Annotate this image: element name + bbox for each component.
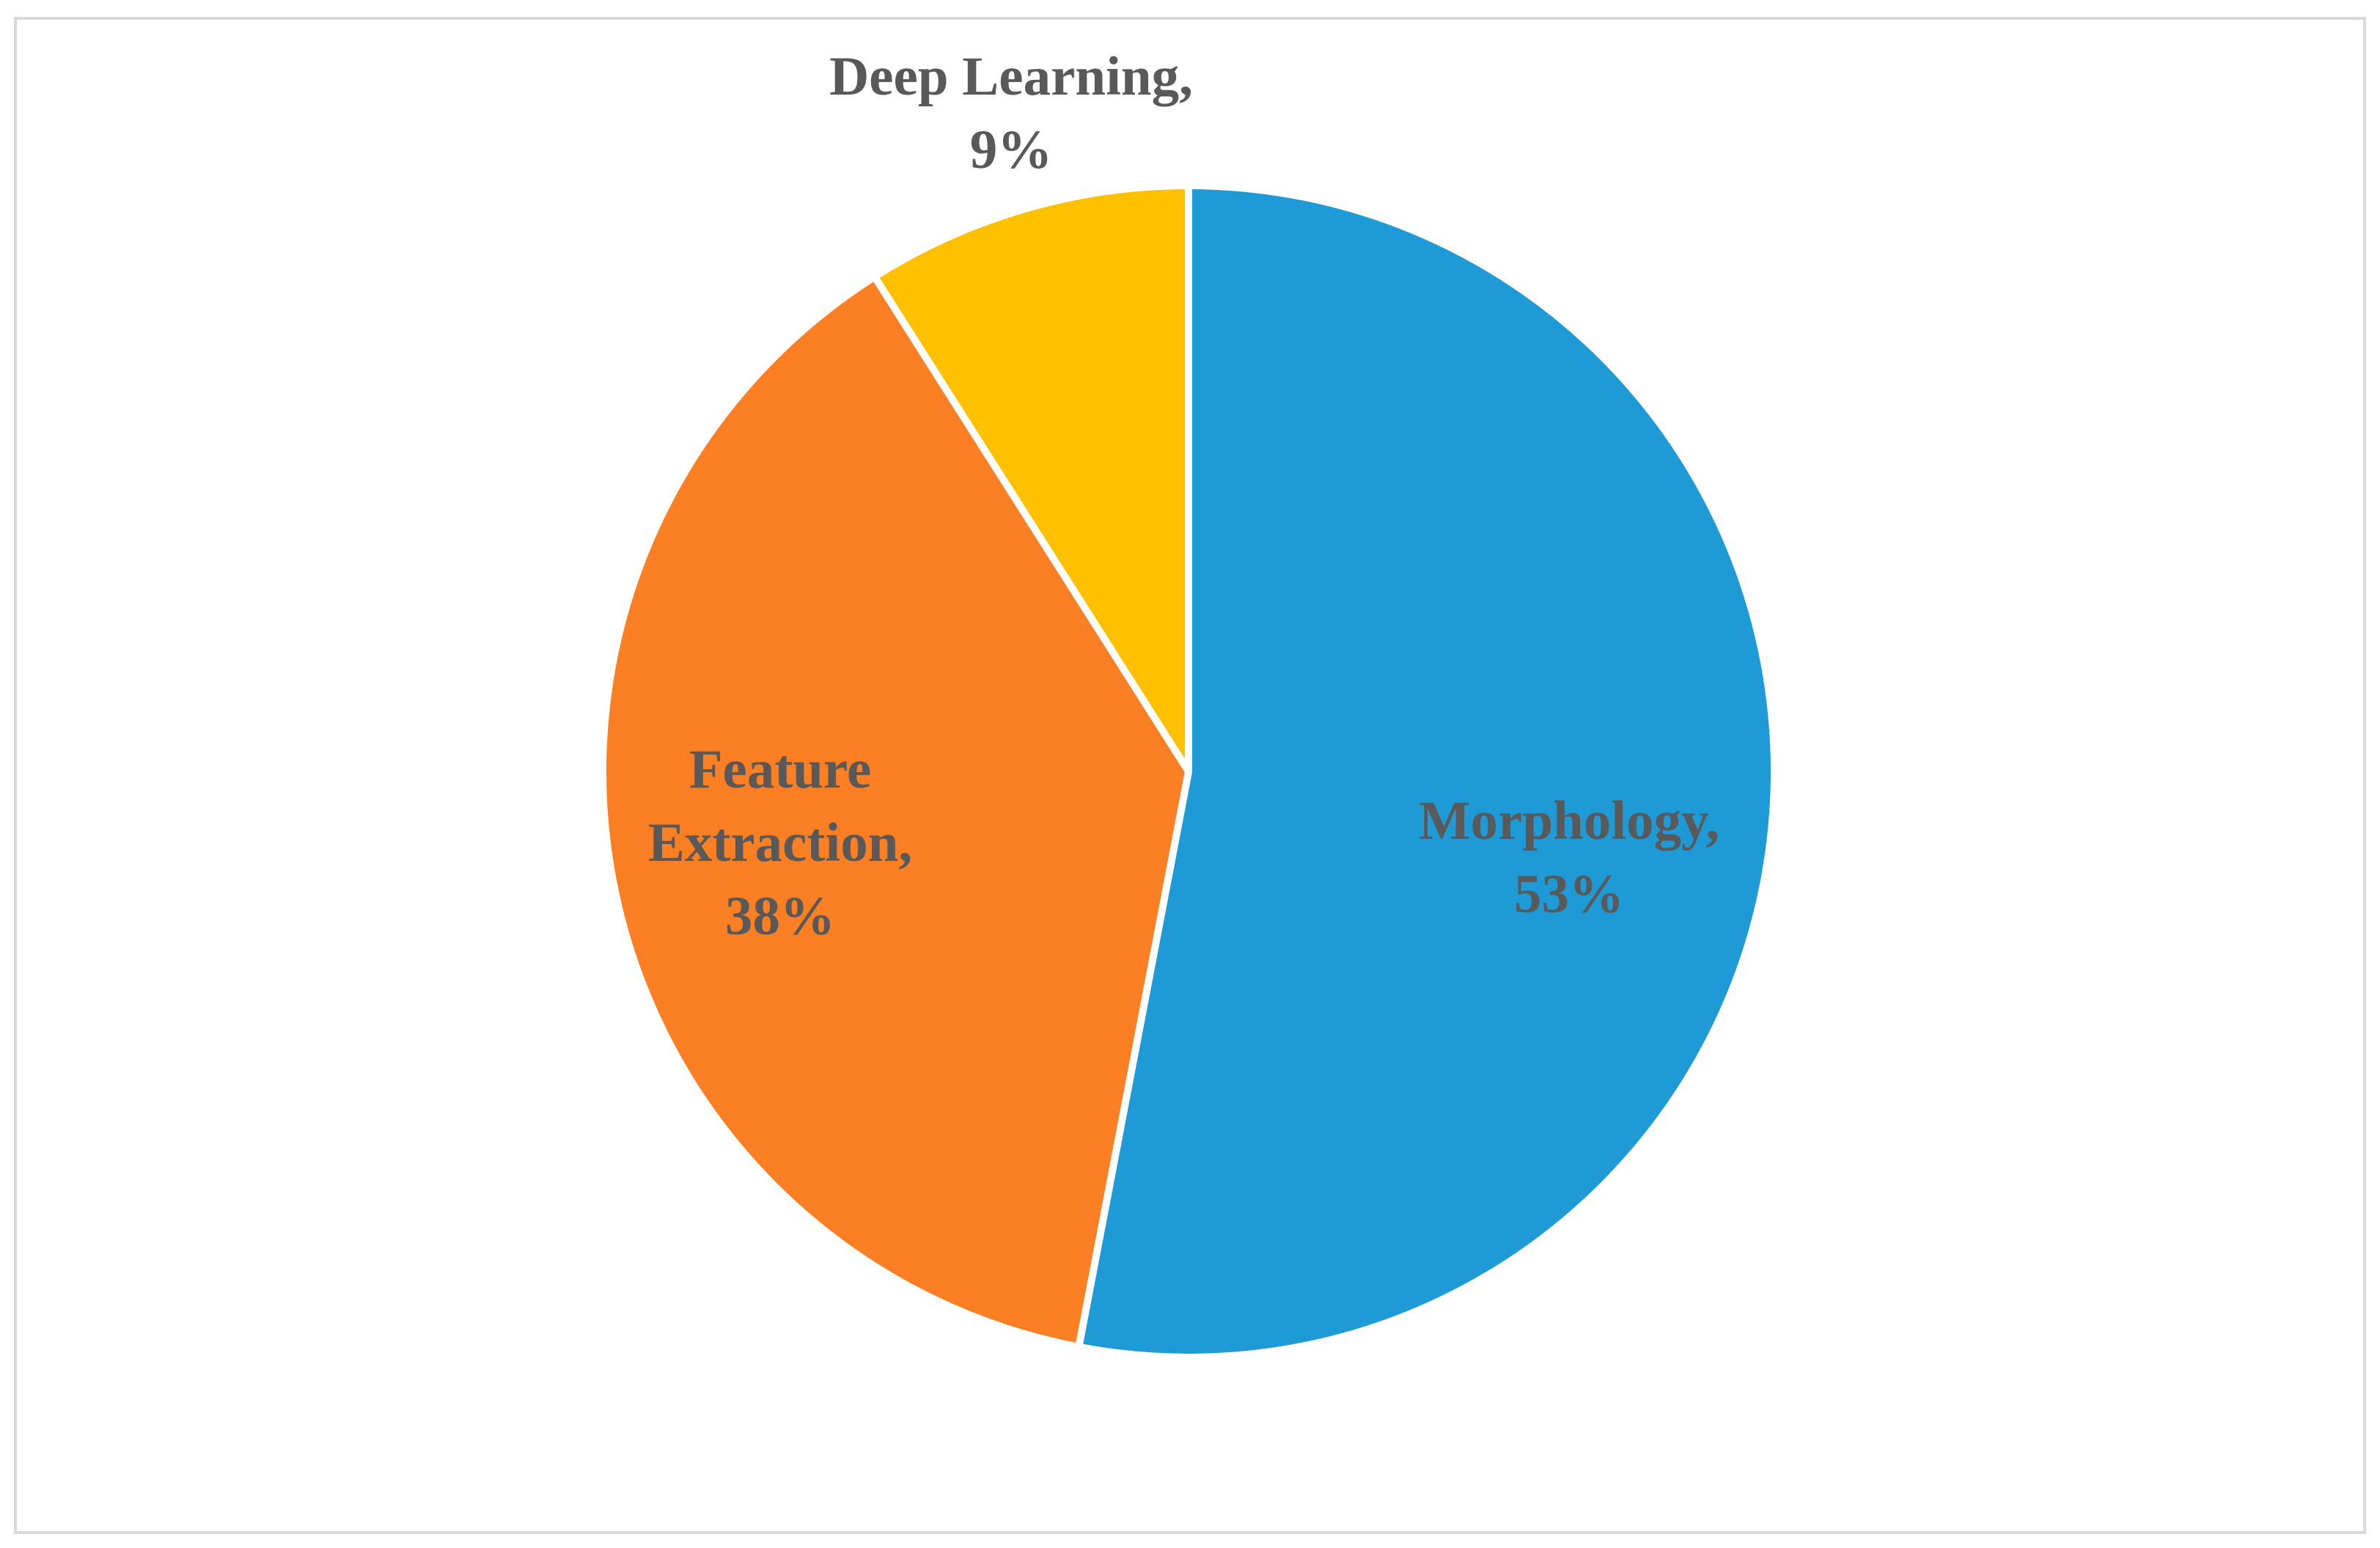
category-label: Deep Learning,: [829, 46, 1193, 107]
category-label: Feature Extraction,: [647, 739, 913, 873]
pie-slice: [1075, 182, 1778, 1361]
data-label: Deep Learning, 9%: [732, 40, 1290, 187]
value-label: 38%: [725, 886, 835, 947]
pie-slice: [870, 182, 1192, 775]
category-label: Morphology,: [1418, 790, 1720, 851]
data-label: Morphology, 53%: [1312, 785, 1826, 931]
value-label: 53%: [1514, 864, 1624, 925]
value-label: 9%: [969, 120, 1053, 180]
data-label: Feature Extraction, 38%: [590, 733, 971, 953]
